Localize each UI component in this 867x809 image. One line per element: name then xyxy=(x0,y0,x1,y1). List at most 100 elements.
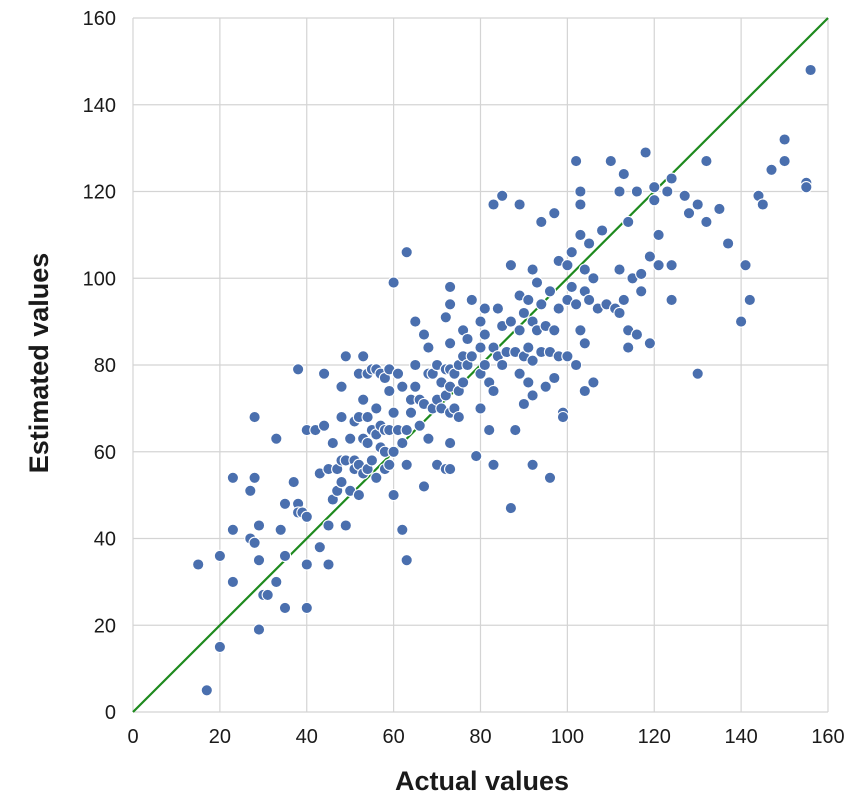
data-point xyxy=(387,488,400,502)
data-point xyxy=(578,384,591,398)
data-point xyxy=(396,436,409,450)
data-point xyxy=(617,167,630,181)
data-point xyxy=(539,380,552,393)
data-point xyxy=(778,133,791,146)
data-point xyxy=(443,462,457,476)
data-point xyxy=(682,207,696,220)
data-point xyxy=(487,198,500,211)
data-point xyxy=(643,250,657,263)
data-point xyxy=(739,259,752,272)
data-point xyxy=(569,358,583,372)
data-point xyxy=(383,458,396,471)
data-point xyxy=(413,419,426,432)
data-point xyxy=(409,380,422,393)
data-point xyxy=(491,302,505,315)
data-point xyxy=(317,419,331,432)
tick-labels: 0 20 40 60 80 100 120 140 160 0 20 40 60 80 100 120 140 1… xyxy=(83,8,845,748)
x-tick-label: 80 xyxy=(469,726,491,748)
data-point xyxy=(582,237,596,250)
data-point xyxy=(443,280,457,294)
x-tick-label: 0 xyxy=(127,726,138,748)
data-point xyxy=(461,332,474,346)
data-point xyxy=(522,376,535,389)
data-point xyxy=(648,194,661,207)
data-point xyxy=(765,163,778,176)
data-point xyxy=(252,519,266,532)
x-tick-label: 140 xyxy=(724,726,757,748)
x-tick-label: 120 xyxy=(638,726,671,748)
data-point xyxy=(522,293,535,307)
data-point xyxy=(713,202,726,216)
data-point xyxy=(526,354,539,367)
data-point xyxy=(478,328,491,341)
data-point xyxy=(300,601,313,615)
data-point xyxy=(339,519,352,532)
data-point xyxy=(300,558,313,571)
data-point xyxy=(700,215,713,229)
data-point xyxy=(800,181,813,194)
data-point xyxy=(335,380,348,393)
data-point xyxy=(248,471,261,484)
data-point xyxy=(496,189,509,202)
data-point xyxy=(582,293,596,307)
data-point xyxy=(322,519,335,532)
data-point xyxy=(513,367,526,380)
data-point xyxy=(357,393,370,406)
data-point xyxy=(487,458,500,471)
data-point xyxy=(248,536,261,549)
data-point xyxy=(226,575,240,589)
x-tick-label: 100 xyxy=(551,726,584,748)
data-point xyxy=(213,549,227,563)
data-point xyxy=(513,324,526,337)
data-point xyxy=(474,402,487,415)
data-point xyxy=(400,554,413,567)
data-point xyxy=(335,475,348,489)
data-point xyxy=(522,341,535,354)
data-point xyxy=(665,259,678,272)
data-point xyxy=(339,350,352,363)
data-point xyxy=(517,306,531,320)
data-point xyxy=(300,510,313,523)
data-point xyxy=(278,497,292,510)
data-point xyxy=(578,337,591,350)
data-point xyxy=(574,324,587,337)
data-point xyxy=(561,350,574,363)
data-point xyxy=(665,172,678,185)
data-point xyxy=(361,436,374,450)
data-point xyxy=(287,475,300,489)
data-point xyxy=(509,423,522,437)
data-point xyxy=(630,328,644,341)
data-point xyxy=(548,324,561,337)
data-point xyxy=(396,380,409,393)
data-point xyxy=(617,293,630,307)
data-point xyxy=(552,302,565,315)
x-tick-label: 60 xyxy=(383,726,405,748)
data-point xyxy=(587,376,600,389)
y-tick-label: 0 xyxy=(105,702,116,724)
data-point xyxy=(417,480,431,493)
data-point xyxy=(365,454,379,467)
data-point xyxy=(661,185,674,198)
data-point xyxy=(622,215,635,229)
data-point xyxy=(400,458,413,471)
data-point xyxy=(317,367,331,380)
data-point xyxy=(313,541,326,554)
data-point xyxy=(574,228,587,242)
data-point xyxy=(456,376,470,389)
data-point xyxy=(270,432,283,445)
y-tick-label: 40 xyxy=(94,529,116,551)
data-point xyxy=(470,449,483,463)
data-point xyxy=(270,575,283,589)
data-point xyxy=(639,146,652,159)
data-point xyxy=(474,341,487,354)
data-point xyxy=(404,406,418,419)
data-point xyxy=(804,63,817,77)
data-point xyxy=(700,154,713,168)
data-point xyxy=(213,640,227,654)
data-point xyxy=(244,484,257,497)
y-tick-label: 100 xyxy=(83,268,116,290)
y-tick-label: 20 xyxy=(94,615,116,637)
y-tick-label: 60 xyxy=(94,442,116,464)
data-point xyxy=(370,402,383,415)
